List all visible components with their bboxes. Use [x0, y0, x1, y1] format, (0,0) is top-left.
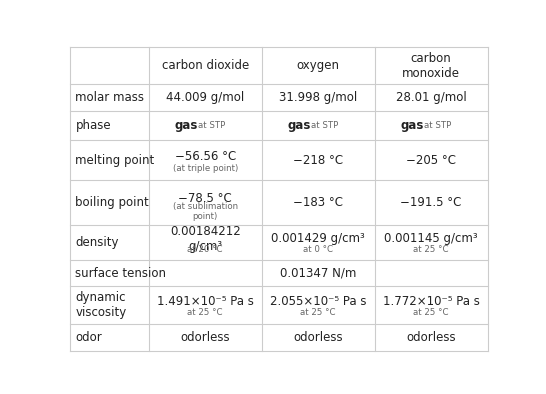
Text: melting point: melting point: [75, 154, 155, 167]
Text: 2.055×10⁻⁵ Pa s: 2.055×10⁻⁵ Pa s: [270, 295, 366, 308]
Text: dynamic
viscosity: dynamic viscosity: [75, 291, 127, 320]
Text: at 25 °C: at 25 °C: [300, 309, 336, 317]
Text: oxygen: oxygen: [296, 59, 340, 72]
Text: −205 °C: −205 °C: [406, 154, 456, 167]
Text: odorless: odorless: [406, 331, 456, 344]
Text: at 25 °C: at 25 °C: [413, 245, 449, 254]
Text: at 20 °C: at 20 °C: [187, 245, 223, 254]
Text: at 0 °C: at 0 °C: [303, 245, 333, 254]
Text: 1.772×10⁻⁵ Pa s: 1.772×10⁻⁵ Pa s: [383, 295, 479, 308]
Text: at STP: at STP: [424, 121, 452, 130]
Text: 0.001145 g/cm³: 0.001145 g/cm³: [384, 232, 478, 245]
Text: −218 °C: −218 °C: [293, 154, 343, 167]
Text: odorless: odorless: [180, 331, 230, 344]
Text: 0.00184212
g/cm³: 0.00184212 g/cm³: [170, 225, 241, 253]
Text: surface tension: surface tension: [75, 267, 167, 280]
Text: at 25 °C: at 25 °C: [187, 309, 223, 317]
Text: gas: gas: [174, 119, 198, 132]
Text: −56.56 °C: −56.56 °C: [175, 150, 236, 163]
Text: 28.01 g/mol: 28.01 g/mol: [396, 91, 466, 104]
Text: carbon
monoxide: carbon monoxide: [402, 52, 460, 80]
Text: at STP: at STP: [311, 121, 339, 130]
Text: −78.5 °C: −78.5 °C: [178, 191, 232, 204]
Text: −183 °C: −183 °C: [293, 196, 343, 209]
Text: odorless: odorless: [293, 331, 343, 344]
Text: at 25 °C: at 25 °C: [413, 309, 449, 317]
Text: (at sublimation
point): (at sublimation point): [173, 202, 238, 221]
Text: 0.01347 N/m: 0.01347 N/m: [280, 267, 357, 280]
Text: 0.001429 g/cm³: 0.001429 g/cm³: [271, 232, 365, 245]
Text: gas: gas: [400, 119, 424, 132]
Text: (at triple point): (at triple point): [173, 164, 238, 173]
Text: −191.5 °C: −191.5 °C: [400, 196, 462, 209]
Text: density: density: [75, 236, 119, 249]
Text: odor: odor: [75, 331, 102, 344]
Text: gas: gas: [287, 119, 311, 132]
Text: boiling point: boiling point: [75, 196, 149, 209]
Text: molar mass: molar mass: [75, 91, 145, 104]
Text: carbon dioxide: carbon dioxide: [162, 59, 249, 72]
Text: 1.491×10⁻⁵ Pa s: 1.491×10⁻⁵ Pa s: [157, 295, 253, 308]
Text: 31.998 g/mol: 31.998 g/mol: [279, 91, 357, 104]
Text: phase: phase: [75, 119, 111, 132]
Text: at STP: at STP: [198, 121, 225, 130]
Text: 44.009 g/mol: 44.009 g/mol: [166, 91, 244, 104]
